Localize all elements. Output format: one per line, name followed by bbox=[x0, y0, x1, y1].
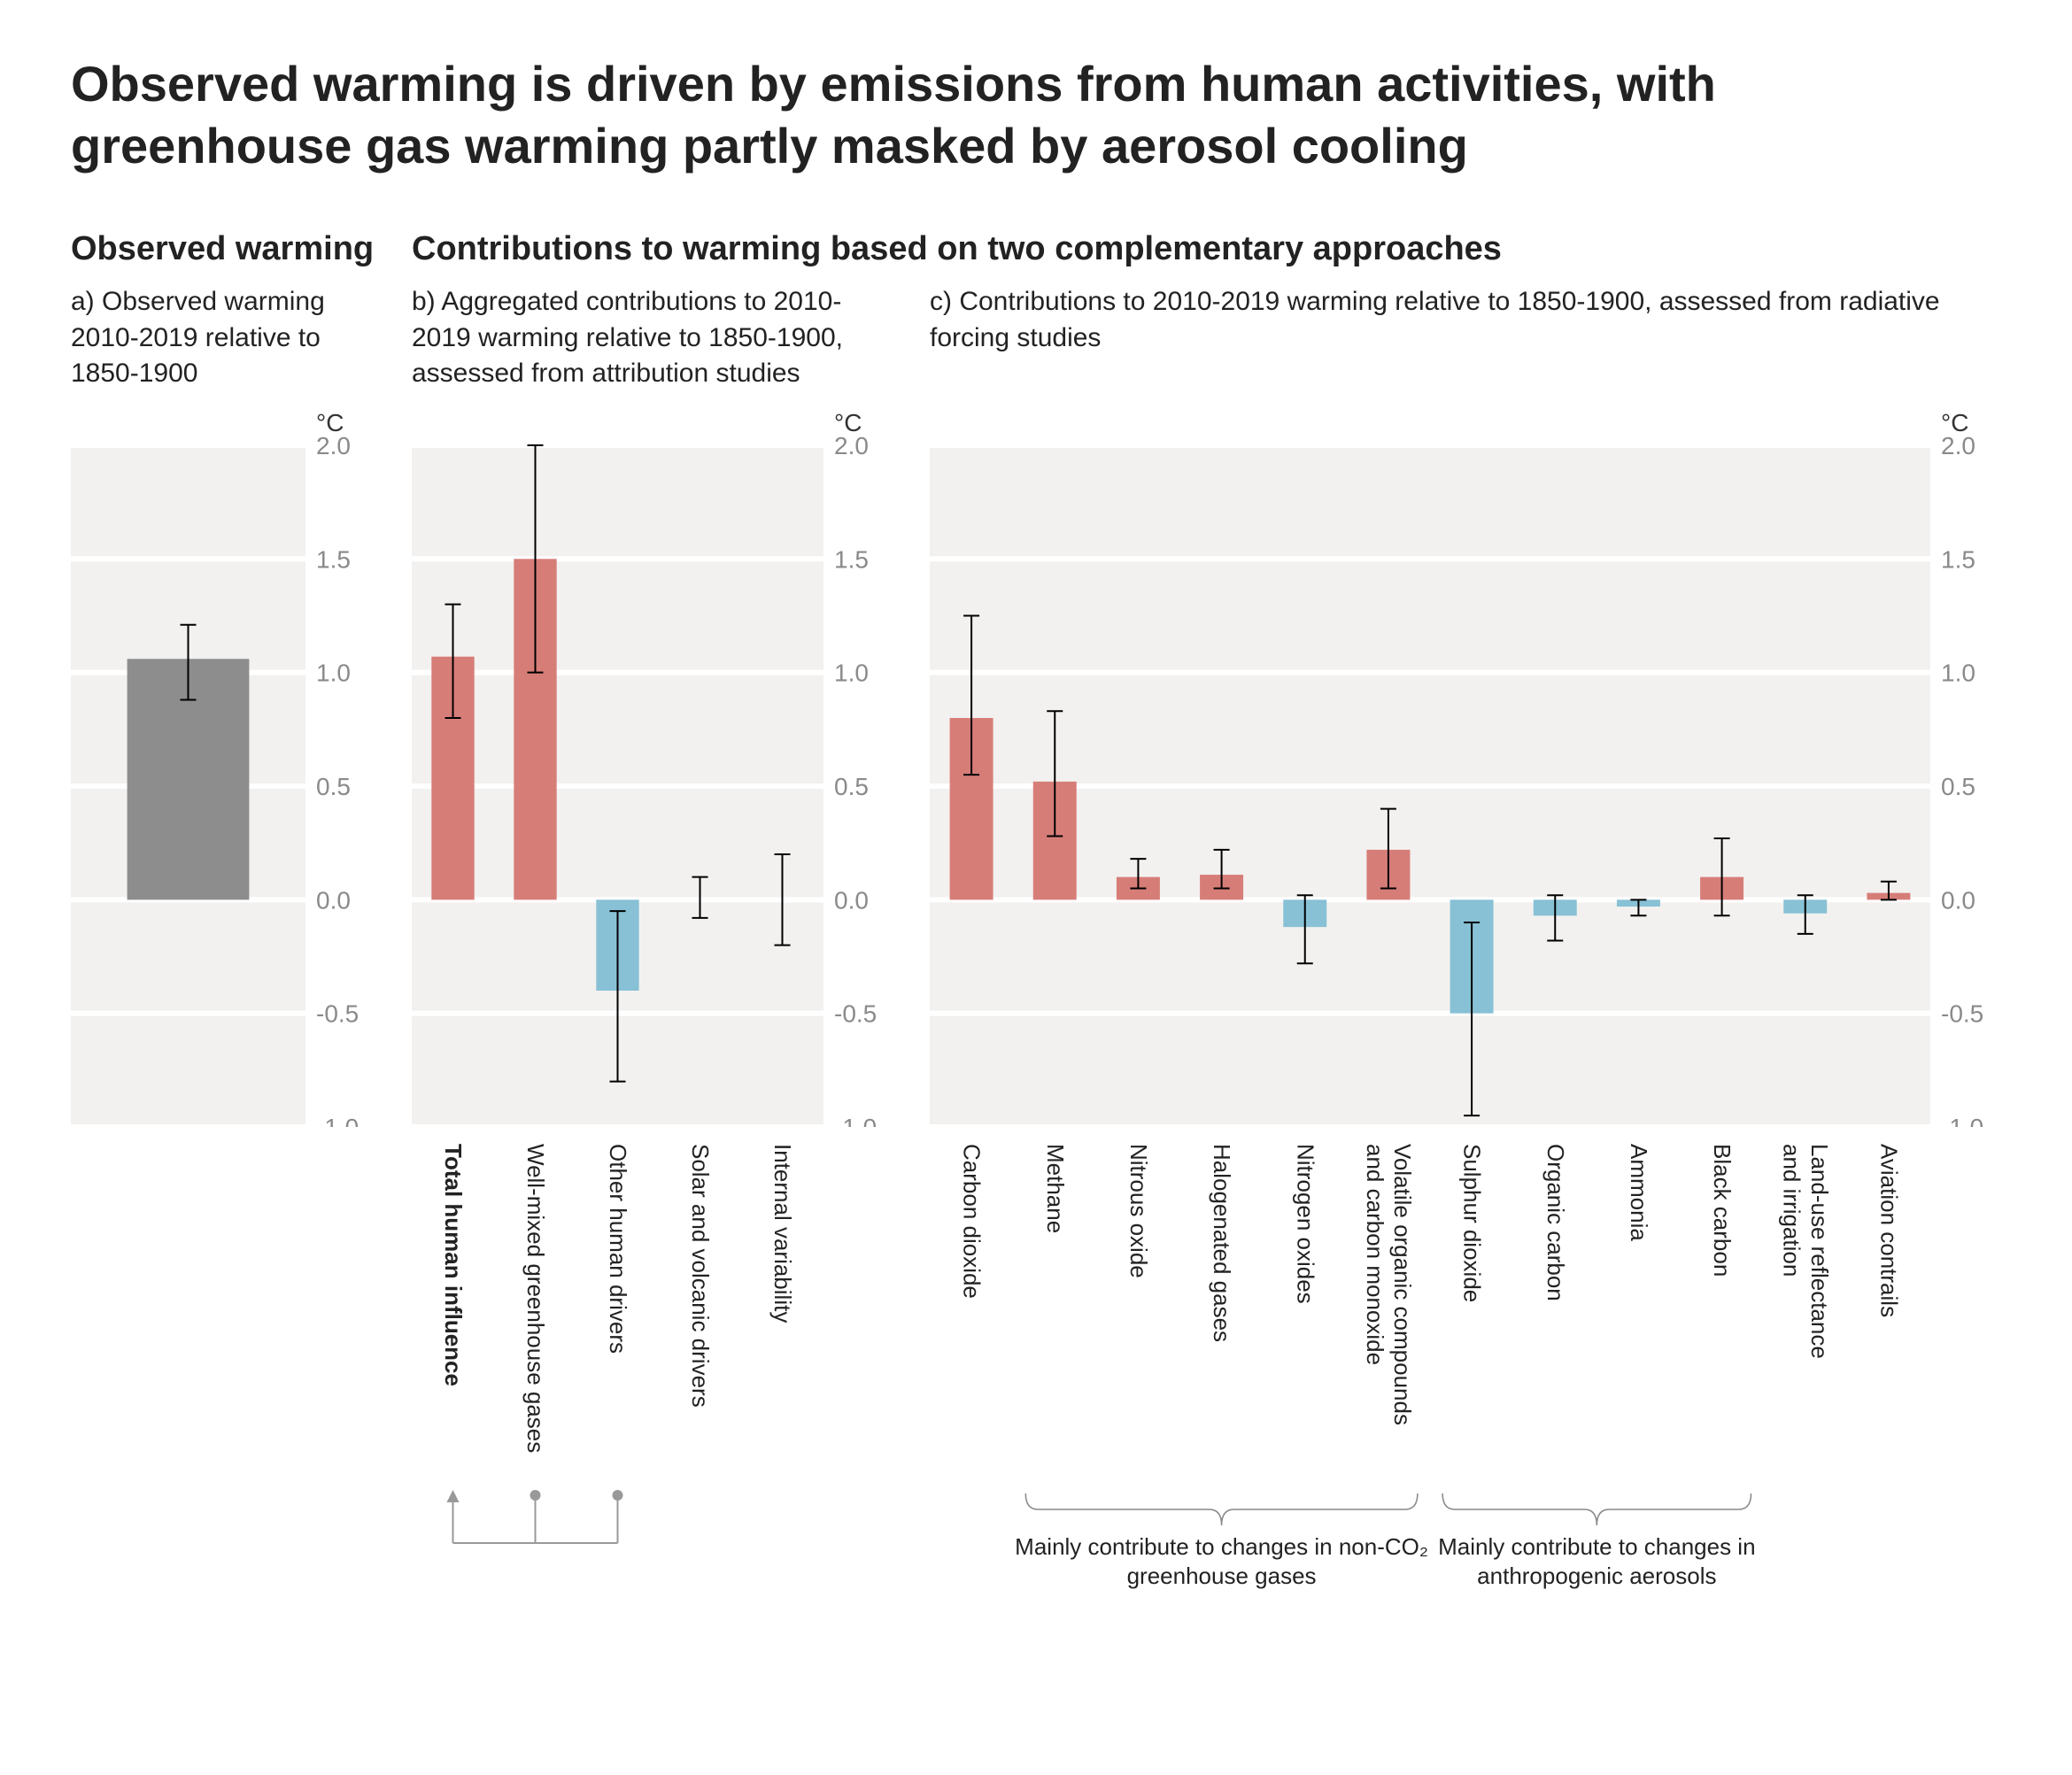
axis-tick-label: 0.5 bbox=[834, 773, 869, 800]
axis-tick-label: 0.0 bbox=[316, 886, 351, 914]
subcaptions: a) Observed warming 2010-2019 relative t… bbox=[71, 284, 2001, 392]
caption-b: b) Aggregated contributions to 2010-2019… bbox=[412, 284, 894, 392]
section-headers: Observed warming Contributions to warmin… bbox=[71, 230, 2001, 268]
axis-tick-label: 1.5 bbox=[834, 545, 869, 573]
chart-a: -1.0-0.50.00.51.01.52.0°C bbox=[71, 401, 376, 1144]
curly-brace bbox=[1025, 1493, 1418, 1525]
bracket-label: Mainly contribute to changes in anthropo… bbox=[1407, 1532, 1786, 1593]
x-label: Halogenated gases bbox=[1208, 1138, 1235, 1425]
grouping-connector bbox=[412, 1490, 823, 1596]
x-label: Nitrogen oxides bbox=[1291, 1138, 1318, 1425]
axis-tick-label: 0.5 bbox=[316, 773, 351, 800]
chart-svg: -1.0-0.50.00.51.01.52.0°C bbox=[71, 401, 376, 1127]
bracket-label: Mainly contribute to changes in non-CO₂ … bbox=[990, 1532, 1453, 1593]
section-header-bc: Contributions to warming based on two co… bbox=[412, 230, 2001, 268]
x-labels bbox=[71, 1138, 305, 1144]
x-label: Carbon dioxide bbox=[957, 1138, 985, 1425]
x-label: Volatile organic compoundsand carbon mon… bbox=[1361, 1138, 1416, 1425]
chart-b: -1.0-0.50.00.51.01.52.0°CTotal human inf… bbox=[412, 401, 894, 1453]
chart-svg: -1.0-0.50.00.51.01.52.0°C bbox=[930, 401, 2001, 1127]
axis-unit-label: °C bbox=[834, 409, 862, 436]
charts-row: -1.0-0.50.00.51.01.52.0°C -1.0-0.50.00.5… bbox=[71, 401, 2001, 1453]
caption-c: c) Contributions to 2010-2019 warming re… bbox=[930, 284, 2001, 356]
x-label: Solar and volcanic drivers bbox=[686, 1138, 714, 1453]
x-label: Black carbon bbox=[1708, 1138, 1736, 1425]
axis-unit-label: °C bbox=[316, 409, 344, 436]
axis-tick-label: 1.5 bbox=[1941, 545, 1975, 573]
x-label: Ammonia bbox=[1625, 1138, 1652, 1425]
x-label: Organic carbon bbox=[1542, 1138, 1569, 1425]
x-label: Internal variability bbox=[769, 1138, 796, 1453]
figure-root: Observed warming is driven by emissions … bbox=[0, 0, 2072, 1775]
axis-tick-label: 1.0 bbox=[1941, 659, 1975, 686]
axis-tick-label: 1.0 bbox=[316, 659, 351, 686]
axis-tick-label: -0.5 bbox=[1941, 999, 1983, 1027]
axis-tick-label: 1.0 bbox=[834, 659, 869, 686]
axis-tick-label: -1.0 bbox=[834, 1114, 877, 1127]
axis-tick-label: -0.5 bbox=[316, 999, 359, 1027]
x-labels: Total human influence Well-mixed greenhou… bbox=[412, 1138, 823, 1453]
axis-tick-label: 0.5 bbox=[1941, 773, 1975, 800]
axis-tick-label: -0.5 bbox=[834, 999, 877, 1027]
axis-tick-label: 0.0 bbox=[1941, 886, 1975, 914]
curly-brace bbox=[1442, 1493, 1751, 1525]
x-label: Nitrous oxide bbox=[1125, 1138, 1152, 1425]
x-labels: Carbon dioxide Methane Nitrous oxide Haloge… bbox=[930, 1138, 1930, 1425]
x-label: Well-mixed greenhouse gases bbox=[522, 1138, 549, 1453]
bracket-area: Mainly contribute to changes in non-CO₂ … bbox=[930, 1490, 1930, 1685]
axis-tick-label: 1.5 bbox=[316, 545, 351, 573]
x-label: Total human influence bbox=[439, 1138, 467, 1453]
caption-a: a) Observed warming 2010-2019 relative t… bbox=[71, 284, 376, 392]
axis-tick-label: -1.0 bbox=[1941, 1114, 1983, 1127]
x-label: Land-use reflectanceand irrigation bbox=[1777, 1138, 1832, 1425]
axis-tick-label: -1.0 bbox=[316, 1114, 359, 1127]
axis-tick-label: 0.0 bbox=[834, 886, 869, 914]
section-header-a: Observed warming bbox=[71, 230, 376, 268]
chart-c: -1.0-0.50.00.51.01.52.0°CCarbon dioxideM… bbox=[930, 401, 2001, 1425]
x-label: Other human drivers bbox=[604, 1138, 631, 1453]
x-label: Methane bbox=[1041, 1138, 1069, 1425]
main-title: Observed warming is driven by emissions … bbox=[71, 53, 1842, 177]
x-label: Aviation contrails bbox=[1875, 1138, 1902, 1425]
x-label: Sulphur dioxide bbox=[1457, 1138, 1485, 1425]
axis-unit-label: °C bbox=[1941, 409, 1968, 436]
chart-svg: -1.0-0.50.00.51.01.52.0°C bbox=[412, 401, 894, 1127]
